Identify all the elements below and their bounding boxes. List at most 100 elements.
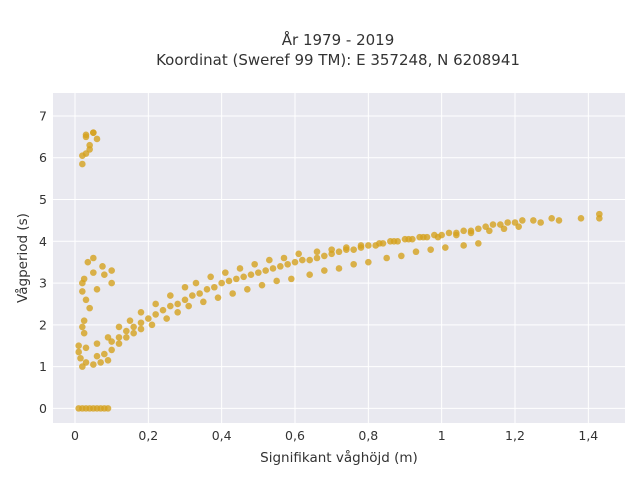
data-point: [167, 302, 174, 310]
grid-lines: [53, 93, 625, 423]
data-point: [383, 254, 390, 262]
data-point: [79, 363, 86, 370]
data-point: [200, 298, 207, 306]
data-point: [101, 405, 108, 412]
data-point: [84, 258, 92, 266]
data-point: [277, 263, 284, 270]
data-point: [159, 306, 167, 314]
data-point: [79, 323, 86, 331]
data-point: [236, 265, 244, 272]
y-tick-label: 4: [39, 234, 47, 249]
data-point: [321, 267, 328, 274]
data-point: [79, 279, 86, 287]
data-point: [174, 300, 181, 308]
data-point: [152, 300, 159, 308]
data-point: [530, 217, 537, 224]
data-point: [189, 292, 196, 299]
data-point: [75, 348, 82, 356]
data-point: [537, 219, 544, 226]
x-tick-label: 1,2: [505, 428, 525, 443]
data-point: [467, 229, 475, 237]
y-tick-label: 5: [39, 192, 47, 207]
x-tick-label: 1: [438, 428, 446, 443]
x-tick-label: 0,2: [138, 428, 158, 443]
data-point: [445, 229, 453, 237]
data-point: [101, 271, 108, 279]
data-point: [365, 242, 372, 249]
data-point: [244, 286, 251, 293]
data-point: [475, 225, 482, 233]
y-tick-label: 7: [39, 108, 47, 123]
data-point: [218, 279, 225, 287]
data-point: [313, 254, 321, 262]
data-point: [93, 405, 101, 412]
data-point: [207, 273, 214, 281]
data-point: [115, 334, 123, 341]
data-point: [211, 283, 218, 291]
data-point: [335, 265, 343, 272]
y-axis-title: Vågperiod (s): [14, 213, 31, 303]
data-point: [214, 294, 222, 301]
data-point: [225, 277, 233, 285]
data-point: [460, 227, 467, 235]
data-point: [357, 242, 365, 249]
data-point: [434, 233, 442, 241]
data-point: [365, 258, 372, 266]
data-point: [104, 357, 112, 364]
data-point: [86, 405, 93, 412]
data-point: [258, 281, 266, 289]
chart-title-line-2: Koordinat (Sweref 99 TM): E 357248, N 62…: [156, 51, 520, 69]
data-point: [420, 233, 427, 241]
data-point: [93, 286, 101, 293]
data-point: [233, 275, 240, 283]
data-point: [181, 283, 189, 291]
data-point: [412, 248, 420, 256]
data-point: [306, 271, 313, 279]
tick-labels: 0 0,2 0,4 0,6 0,8 1 1,2 1,4 0 1 2 3 4 5 6 7: [39, 108, 598, 443]
data-point: [86, 304, 93, 312]
data-point: [79, 160, 86, 168]
data-point: [99, 263, 106, 270]
data-point: [486, 227, 493, 235]
data-point: [405, 235, 412, 243]
data-point: [251, 260, 258, 268]
data-point: [577, 215, 585, 222]
data-point: [596, 215, 603, 222]
data-point: [548, 215, 555, 222]
data-point: [376, 240, 383, 247]
y-tick-label: 2: [39, 317, 47, 332]
data-point: [97, 359, 104, 366]
data-point: [174, 309, 181, 316]
data-point: [82, 296, 90, 304]
x-axis-title: Signifikant våghöjd (m): [260, 449, 418, 466]
data-points: [75, 129, 603, 412]
data-point: [79, 405, 86, 412]
data-point: [137, 309, 145, 316]
data-point: [163, 315, 170, 322]
data-point: [93, 340, 101, 347]
data-point: [475, 240, 482, 247]
data-point: [90, 129, 97, 136]
data-point: [93, 352, 101, 360]
data-point: [350, 260, 357, 268]
data-point: [79, 288, 86, 295]
data-point: [519, 217, 526, 224]
data-point: [295, 250, 302, 258]
data-point: [167, 292, 174, 299]
data-point: [123, 327, 130, 335]
data-point: [291, 258, 299, 266]
data-point: [101, 350, 108, 358]
y-tick-label: 6: [39, 150, 47, 165]
data-point: [148, 321, 156, 329]
data-point: [126, 317, 134, 324]
data-point: [328, 246, 335, 253]
y-tick-label: 0: [39, 401, 47, 416]
data-point: [192, 279, 200, 287]
data-point: [75, 342, 82, 350]
data-point: [504, 219, 511, 226]
data-point: [343, 244, 350, 251]
data-point: [240, 273, 247, 281]
data-point: [306, 256, 313, 264]
x-tick-label: 0: [71, 428, 79, 443]
